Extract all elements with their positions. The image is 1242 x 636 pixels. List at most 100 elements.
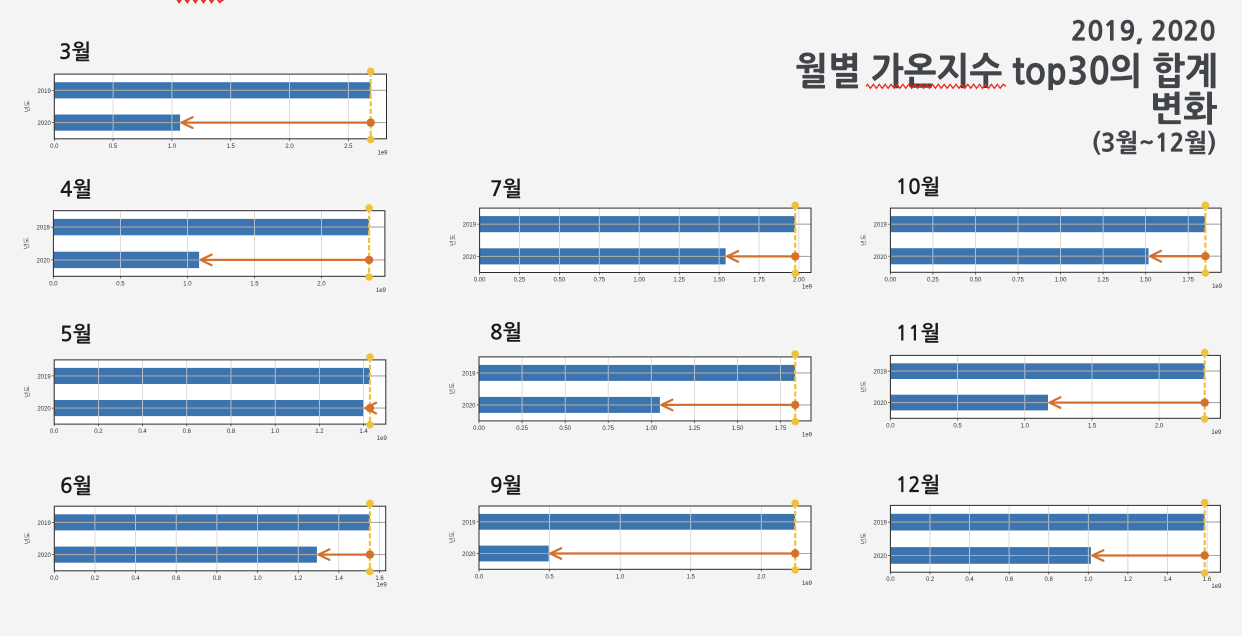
svg-text:1.0: 1.0 (168, 144, 177, 150)
svg-text:1.6: 1.6 (1203, 577, 1212, 583)
svg-text:0.0: 0.0 (886, 577, 895, 583)
svg-text:2020: 2020 (874, 401, 888, 407)
svg-text:1e9: 1e9 (377, 583, 388, 589)
svg-text:0.50: 0.50 (559, 426, 571, 432)
svg-text:0.00: 0.00 (473, 426, 485, 432)
svg-text:1.75: 1.75 (753, 278, 765, 284)
svg-text:2020: 2020 (462, 403, 476, 409)
svg-text:2020: 2020 (37, 407, 51, 413)
svg-text:1e9: 1e9 (1211, 584, 1222, 590)
svg-text:1e9: 1e9 (376, 288, 387, 294)
svg-text:1e9: 1e9 (1212, 284, 1223, 290)
svg-text:0.0: 0.0 (50, 144, 59, 150)
svg-text:0.8: 0.8 (213, 576, 222, 582)
svg-text:1.6: 1.6 (375, 576, 384, 582)
svg-text:0.6: 0.6 (172, 576, 181, 582)
svg-text:2019: 2019 (463, 223, 477, 229)
svg-text:1e9: 1e9 (802, 581, 813, 587)
svg-text:0.5: 0.5 (953, 423, 962, 429)
svg-text:2020: 2020 (37, 121, 51, 127)
svg-text:0.4: 0.4 (131, 576, 140, 582)
svg-text:1.25: 1.25 (689, 426, 701, 432)
svg-text:1e9: 1e9 (802, 433, 813, 439)
svg-text:0.6: 0.6 (183, 429, 192, 435)
svg-text:0.4: 0.4 (965, 577, 974, 583)
svg-text:1.75: 1.75 (775, 426, 787, 432)
svg-text:0.0: 0.0 (50, 576, 59, 582)
svg-text:0.0: 0.0 (886, 423, 895, 429)
svg-text:0.0: 0.0 (50, 429, 59, 435)
svg-text:0.8: 0.8 (1045, 577, 1054, 583)
svg-text:1.0: 1.0 (616, 574, 625, 580)
svg-text:1.0: 1.0 (183, 281, 192, 287)
svg-text:1e9: 1e9 (377, 436, 388, 442)
svg-text:1.00: 1.00 (1055, 277, 1067, 283)
svg-text:0.00: 0.00 (474, 278, 486, 284)
svg-text:2.0: 2.0 (757, 574, 766, 580)
svg-text:2.5: 2.5 (344, 144, 353, 150)
svg-text:1.0: 1.0 (253, 576, 262, 582)
svg-text:2019: 2019 (37, 89, 51, 95)
svg-text:1.0: 1.0 (271, 429, 280, 435)
svg-text:0.8: 0.8 (227, 429, 236, 435)
svg-text:2020: 2020 (874, 554, 888, 560)
svg-text:2019: 2019 (462, 371, 476, 377)
svg-text:1.25: 1.25 (1097, 277, 1109, 283)
svg-text:1.0: 1.0 (1084, 577, 1093, 583)
svg-text:0.25: 0.25 (927, 277, 939, 283)
svg-text:0.6: 0.6 (1005, 577, 1014, 583)
svg-text:0.25: 0.25 (514, 278, 526, 284)
svg-text:2020: 2020 (37, 258, 51, 264)
svg-text:1.2: 1.2 (1124, 577, 1133, 583)
svg-text:0.5: 0.5 (116, 281, 125, 287)
svg-text:0.0: 0.0 (49, 281, 58, 287)
svg-text:1.2: 1.2 (315, 429, 324, 435)
svg-text:2019: 2019 (462, 520, 476, 526)
svg-text:2.0: 2.0 (317, 281, 326, 287)
svg-text:2020: 2020 (874, 255, 888, 261)
svg-text:1.5: 1.5 (687, 574, 696, 580)
svg-text:1.5: 1.5 (227, 144, 236, 150)
svg-text:1.00: 1.00 (633, 278, 645, 284)
svg-text:1.00: 1.00 (645, 426, 657, 432)
svg-text:1.4: 1.4 (335, 576, 344, 582)
svg-text:2020: 2020 (462, 552, 476, 558)
svg-text:1.4: 1.4 (359, 429, 368, 435)
svg-text:0.5: 0.5 (109, 144, 118, 150)
svg-text:1.4: 1.4 (1163, 577, 1172, 583)
svg-text:2019: 2019 (37, 521, 51, 527)
svg-text:1.25: 1.25 (673, 278, 685, 284)
svg-text:0.2: 0.2 (926, 577, 935, 583)
svg-text:1.5: 1.5 (250, 281, 259, 287)
svg-text:1e9: 1e9 (802, 284, 813, 290)
svg-text:0.75: 0.75 (602, 426, 614, 432)
svg-text:0.75: 0.75 (1012, 277, 1024, 283)
svg-text:0.00: 0.00 (885, 277, 897, 283)
svg-text:2019: 2019 (874, 521, 888, 527)
svg-text:1e9: 1e9 (1211, 430, 1222, 436)
svg-text:2020: 2020 (37, 553, 51, 559)
svg-text:0.2: 0.2 (94, 429, 103, 435)
svg-text:0.50: 0.50 (554, 278, 566, 284)
svg-text:1.5: 1.5 (1088, 423, 1097, 429)
svg-text:1.50: 1.50 (1140, 277, 1152, 283)
svg-text:0.0: 0.0 (475, 574, 484, 580)
svg-text:0.50: 0.50 (970, 277, 982, 283)
svg-text:1.50: 1.50 (732, 426, 744, 432)
svg-text:2.0: 2.0 (285, 144, 294, 150)
svg-text:0.2: 0.2 (91, 576, 100, 582)
svg-text:1.50: 1.50 (713, 278, 725, 284)
svg-text:1.0: 1.0 (1021, 423, 1030, 429)
svg-text:2020: 2020 (463, 255, 477, 261)
svg-text:2019: 2019 (874, 370, 888, 376)
svg-text:1.75: 1.75 (1182, 277, 1194, 283)
svg-text:2.00: 2.00 (793, 278, 805, 284)
svg-text:0.4: 0.4 (138, 429, 147, 435)
svg-text:2019: 2019 (37, 374, 51, 380)
svg-text:0.75: 0.75 (593, 278, 605, 284)
svg-text:1e9: 1e9 (377, 151, 388, 157)
svg-text:1.2: 1.2 (294, 576, 303, 582)
svg-text:2019: 2019 (37, 226, 51, 232)
svg-text:2019: 2019 (874, 223, 888, 229)
svg-text:0.5: 0.5 (545, 574, 554, 580)
